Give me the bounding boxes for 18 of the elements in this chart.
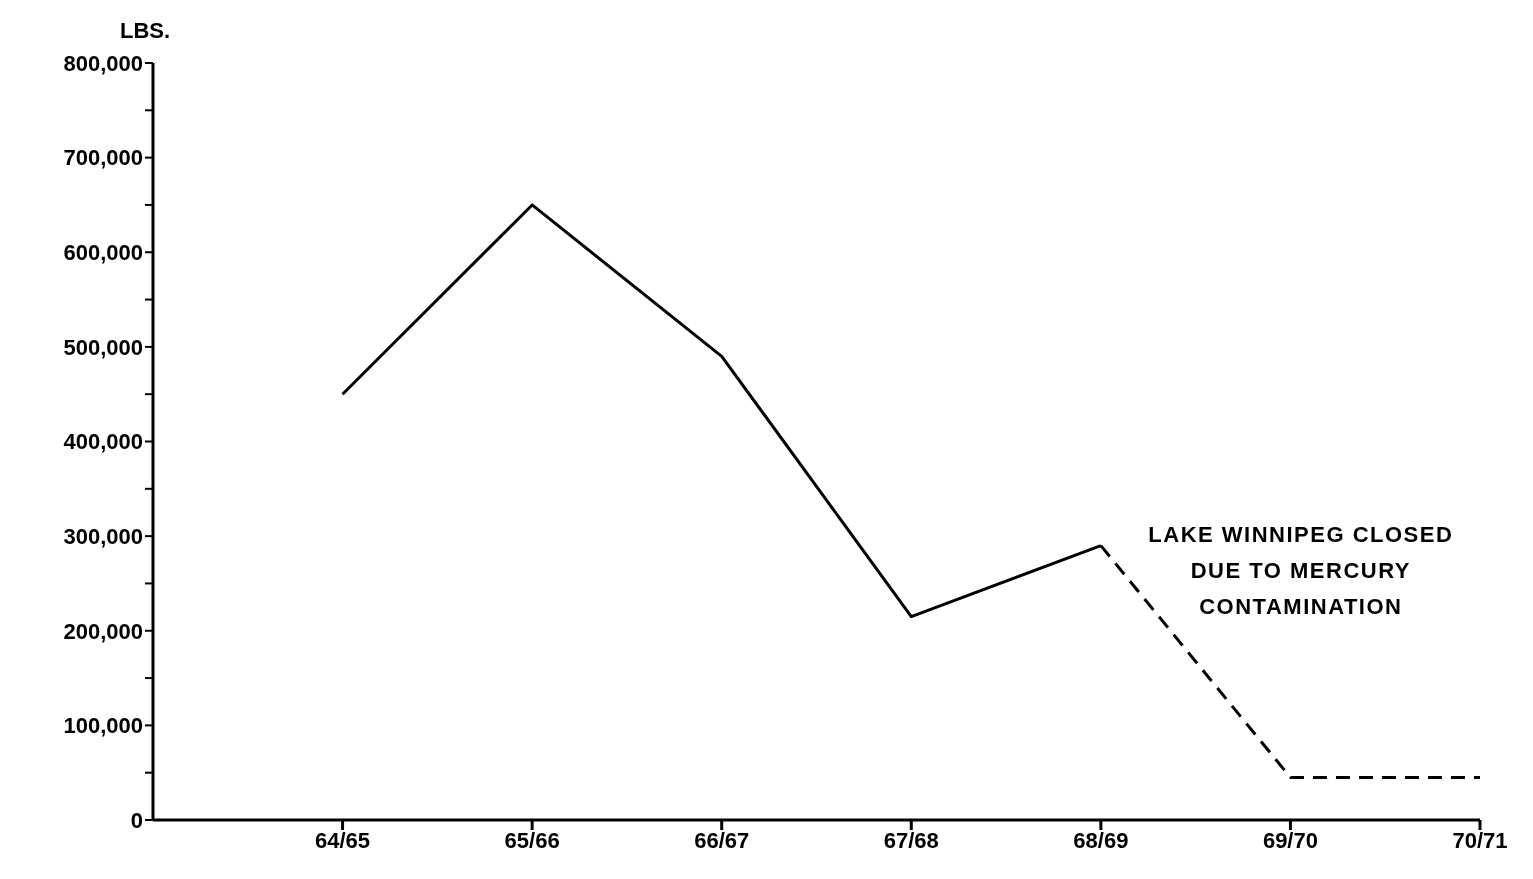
y-tick-label: 0 bbox=[130, 807, 143, 833]
x-tick-label: 70/71 bbox=[1452, 827, 1508, 853]
x-tick-label: 66/67 bbox=[694, 827, 750, 853]
annotation: LAKE WINNIPEG CLOSED DUE TO MERCURY CONTAMINATION bbox=[1148, 521, 1454, 619]
x-tick-label: 69/70 bbox=[1262, 827, 1318, 853]
y-tick-label: 200,000 bbox=[63, 618, 143, 644]
text: 100,000 bbox=[63, 713, 143, 739]
y-tick-label: 400,000 bbox=[63, 429, 143, 455]
y-axis-title: LBS. bbox=[120, 18, 171, 44]
x-tick-label: 68/69 bbox=[1073, 827, 1129, 853]
y-tick-label: 600,000 bbox=[63, 240, 143, 266]
x-tick-label: 67/68 bbox=[883, 827, 939, 853]
y-tick-label: 800,000 bbox=[63, 50, 143, 76]
x-tick-label: 65/66 bbox=[504, 827, 560, 853]
y-tick-label: 500,000 bbox=[63, 334, 143, 360]
y-tick-label: 300,000 bbox=[63, 523, 143, 549]
y-tick-label: 700,000 bbox=[63, 145, 143, 171]
x-tick-label: 64/65 bbox=[315, 827, 371, 853]
